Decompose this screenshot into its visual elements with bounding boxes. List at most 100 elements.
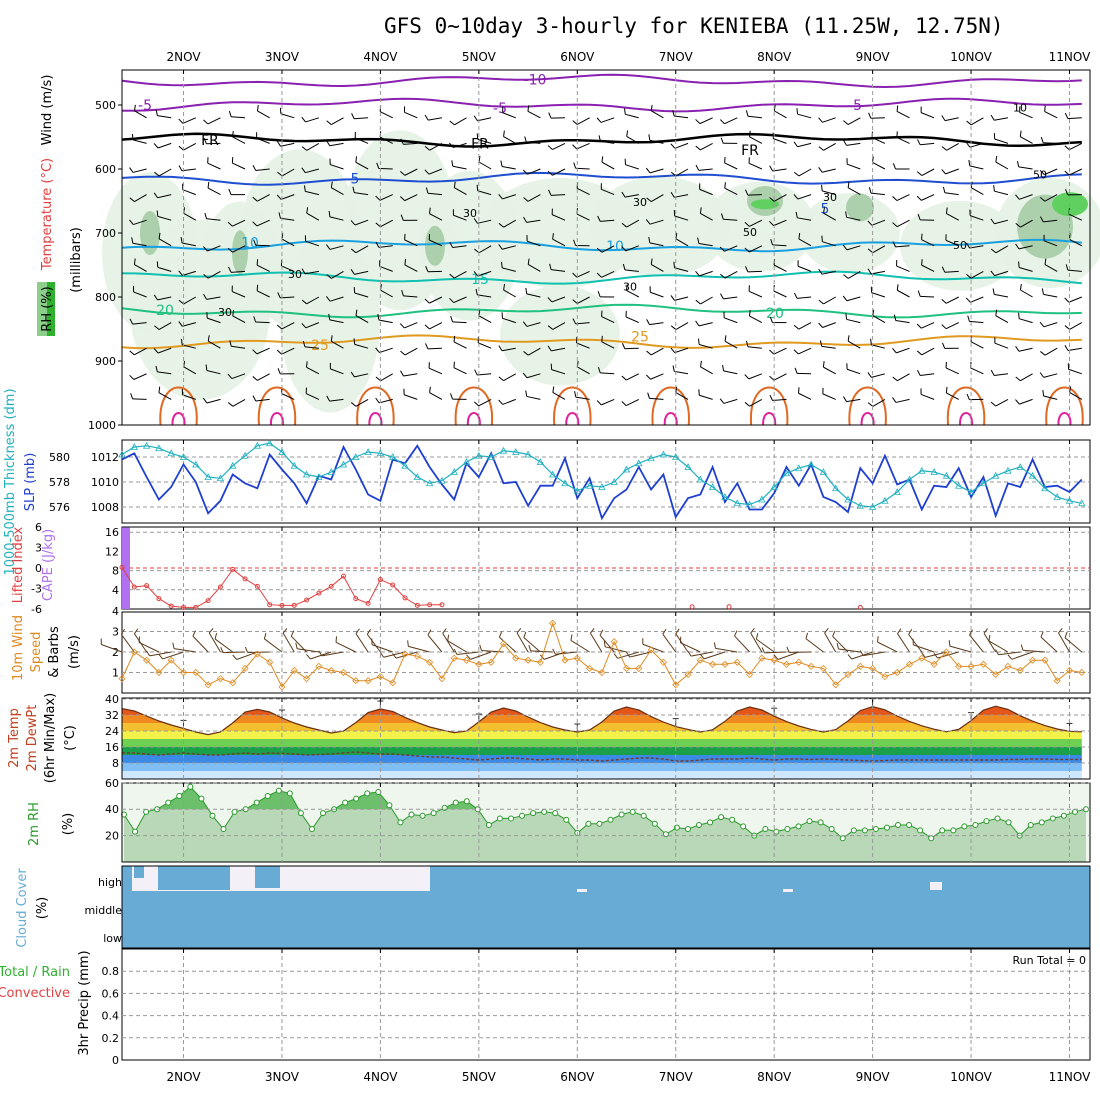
- thickness-point: [979, 479, 988, 487]
- wind-barb: [306, 142, 320, 151]
- wind-barb-feather: [326, 244, 331, 250]
- wind-barb-feather: [503, 130, 505, 137]
- wind-10m-point: [462, 656, 471, 664]
- wind-10m-barb: [805, 638, 824, 653]
- wind-barb: [231, 270, 246, 273]
- wind-barb-feather: [450, 393, 454, 400]
- rh-point: [1038, 819, 1045, 826]
- wind-barb: [452, 245, 467, 249]
- rh-point: [264, 793, 271, 799]
- wind-barb: [675, 322, 689, 331]
- wind-10m-barb: [427, 634, 443, 653]
- wind-barb: [1044, 264, 1058, 272]
- isotherm-30-loop: [257, 386, 297, 426]
- wind-barb: [1069, 392, 1083, 400]
- wind-barb: [355, 245, 369, 254]
- panel-cape-lifted-index: 6 3 0 -3 -6 4 8 12 16: [31, 521, 1091, 616]
- wind-10m-point: [770, 656, 778, 664]
- wind-barb-feather: [549, 263, 552, 270]
- wind-barb-feather: [525, 390, 528, 397]
- wind-barb: [231, 373, 246, 380]
- wind-10m-barb-feather: [1040, 631, 1044, 638]
- wind-barb: [183, 296, 197, 305]
- wind-barb: [601, 161, 615, 170]
- wind-barb: [921, 168, 935, 176]
- isotherm-30-loop: [848, 386, 887, 426]
- wind-barb: [280, 142, 295, 147]
- wind-barb: [281, 322, 295, 330]
- wind-barb-feather: [842, 244, 848, 251]
- isotherm-label: -5: [493, 101, 507, 117]
- wind-barb-feather: [819, 340, 823, 347]
- thickness-point: [918, 466, 926, 474]
- wind-barb: [132, 139, 147, 144]
- wind-barb-feather: [1064, 297, 1070, 303]
- thickness-point: [462, 458, 471, 465]
- wind-barb-feather: [601, 335, 603, 342]
- wind-barb: [526, 322, 541, 327]
- lifted-index-point: [414, 602, 420, 608]
- wind-barb-feather: [917, 139, 921, 146]
- wind-barb: [1044, 168, 1058, 176]
- wind-barb: [847, 270, 861, 279]
- wind-barb: [871, 219, 886, 226]
- rh-point: [928, 835, 935, 842]
- wind-barb-feather: [256, 284, 259, 291]
- wind-barb: [674, 115, 689, 119]
- wind-10m-point: [586, 664, 594, 672]
- wind-barb-feather: [451, 160, 454, 167]
- wind-barb-feather: [353, 338, 356, 345]
- date-label-bottom: 10NOV: [950, 1070, 992, 1084]
- wind-barb-feather: [773, 104, 776, 111]
- ylabel-temperature: Temperature (°C): [40, 158, 55, 271]
- wind-10m-barb: [1040, 636, 1058, 653]
- wind-barb-feather: [178, 145, 184, 151]
- wind-10m-barb-feather: [523, 631, 527, 638]
- isotherm-35-loop: [368, 412, 383, 426]
- wind-barb: [945, 168, 959, 175]
- wind-barb: [674, 267, 689, 272]
- date-label-top: 9NOV: [856, 50, 891, 64]
- wind-10m-point: [266, 658, 274, 666]
- wind-barb: [256, 137, 270, 144]
- rh-point: [1071, 808, 1078, 815]
- thickness-line: [121, 442, 1082, 508]
- rh-point: [320, 810, 327, 817]
- wind-barb: [724, 162, 738, 170]
- lifted-index-line: [121, 567, 442, 608]
- wind-10m-barb-feather: [447, 634, 450, 641]
- wind-10m-barb: [192, 635, 209, 653]
- thickness-point: [610, 478, 618, 485]
- thickness-point: [376, 449, 385, 457]
- wind-barb-feather: [626, 130, 629, 137]
- wind-barb-feather: [823, 207, 825, 214]
- wind-barb: [403, 295, 418, 298]
- wind-barb: [305, 393, 320, 400]
- wind-barb-feather: [204, 212, 207, 219]
- wind-barb: [403, 142, 418, 145]
- wind-barb: [822, 117, 836, 123]
- wind-barb-feather: [872, 309, 875, 316]
- thickness-point: [327, 468, 335, 475]
- wind-barb: [625, 164, 639, 170]
- y-tick-label: 1010: [91, 476, 119, 489]
- wind-barb: [797, 194, 812, 200]
- wind-10m-point: [364, 677, 372, 685]
- wind-barb-feather: [424, 298, 430, 304]
- wind-barb: [501, 165, 516, 170]
- wind-10m-barb: [570, 639, 590, 653]
- rh-point: [364, 790, 371, 797]
- wind-10m-point: [979, 660, 987, 668]
- wind-barb-feather: [916, 350, 923, 356]
- thickness-point: [745, 500, 754, 508]
- rh-contour-label: 30: [633, 196, 647, 209]
- wind-barb-feather: [375, 195, 381, 201]
- wind-barb: [946, 296, 959, 304]
- wind-barb: [994, 270, 1009, 277]
- wind-barb-feather: [818, 268, 823, 275]
- wind-barb: [281, 265, 295, 272]
- wind-barb-feather: [695, 270, 700, 277]
- wind-10m-point: [992, 670, 1000, 679]
- wind-10m-point: [143, 656, 151, 664]
- wind-10m-point: [229, 679, 237, 687]
